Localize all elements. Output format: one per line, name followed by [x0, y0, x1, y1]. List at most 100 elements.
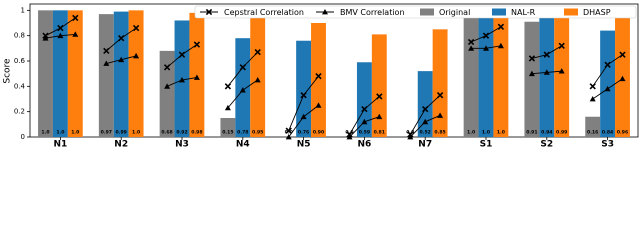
line-marker: [164, 83, 171, 89]
line-marker: [619, 51, 626, 58]
plot-frame: [29, 3, 639, 138]
bar: [128, 10, 144, 137]
line-marker: [422, 105, 429, 113]
line-marker: [361, 105, 368, 113]
bar: [250, 16, 266, 138]
bar-value-label: 1.0: [56, 130, 64, 136]
bar: [356, 62, 372, 138]
bar: [296, 40, 312, 137]
line-marker: [57, 32, 64, 39]
bar-value-label: 0.59: [359, 130, 370, 136]
bar: [463, 10, 479, 137]
line-marker: [483, 45, 489, 51]
bar: [371, 34, 387, 137]
bar-value-label: 0.85: [434, 130, 445, 136]
line-marker: [497, 23, 505, 30]
bar: [493, 10, 509, 137]
line-marker: [468, 45, 475, 51]
legend-label: Original: [439, 8, 470, 17]
bar-value-label: 0.81: [374, 130, 385, 136]
bar-value-label: 0.92: [176, 130, 187, 136]
y-tick-label: 0.6: [14, 57, 26, 65]
bar: [432, 29, 448, 137]
bar: [113, 11, 129, 138]
bar-value-label: 1.0: [467, 130, 475, 136]
bar: [539, 17, 555, 137]
line-marker: [42, 35, 49, 41]
bar: [67, 10, 83, 137]
x-tick-label: N2: [114, 140, 128, 150]
bar-value-label: 0.52: [420, 130, 431, 136]
bar-value-label: 0.97: [101, 130, 112, 136]
y-tick-label: 0.4: [14, 82, 26, 90]
line-marker: [436, 92, 444, 99]
bar-value-label: 0.76: [298, 130, 309, 136]
bar: [220, 118, 236, 137]
x-tick-label: S1: [480, 140, 493, 150]
bar-value-label: 1.0: [482, 130, 490, 136]
bar-value-label: 0.0: [406, 130, 414, 136]
bar-value-label: 0.96: [617, 130, 628, 136]
x-tick-label: N5: [297, 140, 311, 150]
line-marker: [118, 35, 125, 42]
bar: [585, 116, 601, 137]
bar-value-label: 0.68: [161, 130, 172, 136]
legend-label: NAL-R: [511, 8, 536, 17]
line-marker: [103, 60, 110, 66]
line-marker: [193, 74, 200, 80]
bar: [52, 10, 68, 137]
line-marker: [604, 85, 611, 92]
line-marker: [619, 75, 626, 82]
line-marker: [300, 113, 307, 120]
legend: Cepstral Correlation BMV Correlation Origi…: [194, 5, 637, 19]
line-marker: [163, 64, 171, 71]
line-marker: [361, 118, 368, 125]
line-marker: [118, 56, 125, 63]
legend-swatch: [492, 8, 506, 16]
bar-value-label: 0.90: [313, 130, 324, 136]
line-marker: [239, 87, 246, 93]
y-tick-label: 0: [21, 133, 25, 141]
line-marker: [376, 113, 383, 120]
line-marker: [589, 96, 596, 102]
x-tick-label: N3: [175, 140, 189, 150]
y-axis-label: Score: [3, 58, 13, 84]
line-marker: [589, 83, 596, 90]
line-marker: [543, 51, 550, 58]
line-marker: [315, 73, 322, 80]
legend-label: BMV Correlation: [340, 8, 405, 17]
bar-value-label: 0.91: [526, 130, 537, 136]
line-marker: [558, 68, 565, 74]
line-marker: [528, 70, 535, 77]
bar-value-label: 1.0: [132, 130, 140, 136]
line-marker: [254, 77, 261, 83]
x-tick-label: N7: [418, 140, 432, 150]
bar-value-label: 0.99: [116, 130, 127, 136]
bar-value-label: 1.0: [41, 130, 49, 136]
line-marker: [254, 48, 261, 56]
bar-value-label: 0.95: [252, 130, 263, 136]
bar-value-label: 1.0: [71, 130, 79, 136]
line-marker: [482, 32, 490, 39]
bar-value-label: 0.99: [556, 130, 567, 136]
bar: [159, 50, 175, 137]
line-marker: [558, 42, 565, 49]
bar-value-label: 0.16: [587, 130, 598, 136]
bar: [98, 14, 114, 138]
line-marker: [285, 134, 292, 140]
legend-label: DHASP: [583, 8, 611, 17]
x-tick-label: N1: [54, 140, 68, 150]
line-marker: [205, 8, 213, 16]
bar-value-label: 1.0: [497, 130, 505, 136]
line-marker: [467, 38, 475, 46]
bar: [311, 23, 326, 137]
bar: [600, 30, 616, 138]
line-marker: [437, 112, 444, 118]
x-tick-label: N6: [358, 140, 372, 150]
legend-box: [194, 5, 637, 19]
x-tick-label: N4: [236, 140, 250, 150]
y-tick-label: 0.2: [14, 108, 25, 116]
line-marker: [322, 9, 328, 15]
line-marker: [179, 77, 185, 83]
